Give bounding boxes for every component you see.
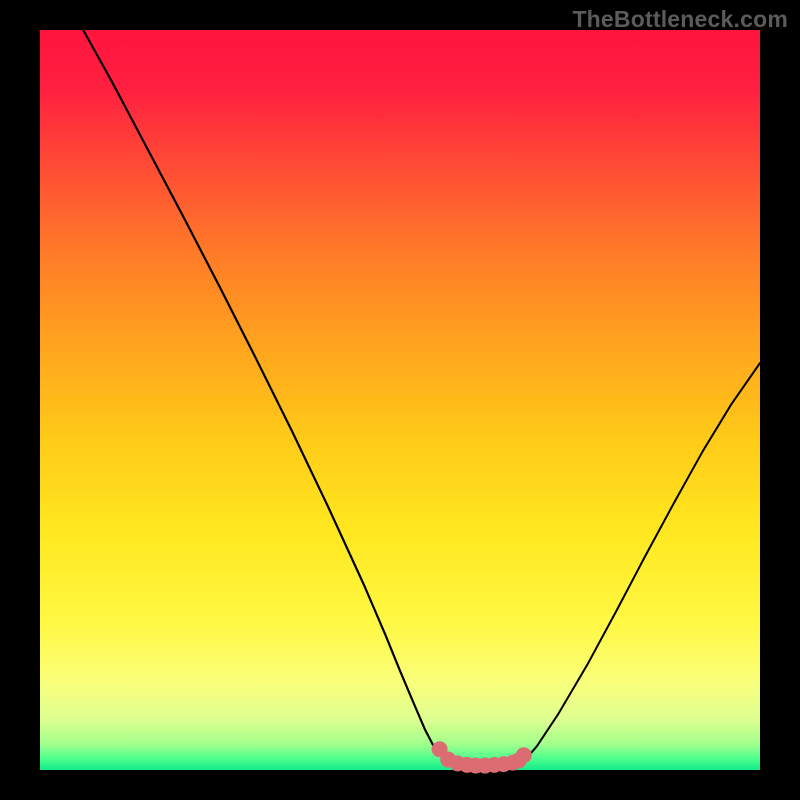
watermark-text: TheBottleneck.com [572,6,788,33]
bottleneck-chart: TheBottleneck.com [0,0,800,800]
gradient-background [0,0,800,800]
